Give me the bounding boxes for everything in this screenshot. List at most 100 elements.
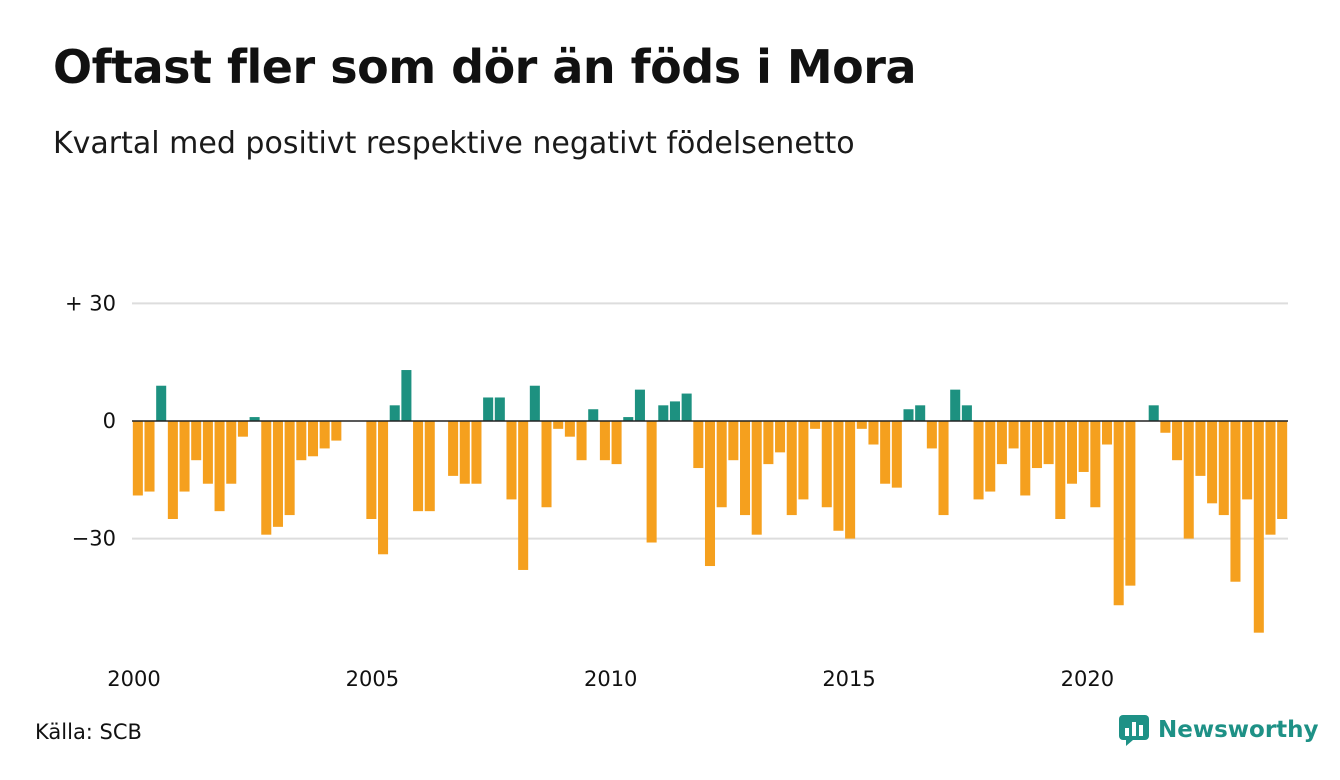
bar-2023-q2 [1218,421,1229,516]
bar-2001-q2 [191,421,202,461]
bar-2018-q2 [985,421,996,492]
bar-2022-q4 [1195,421,1206,476]
bar-2005-q2 [378,421,389,555]
bar-2003-q3 [296,421,307,461]
bar-2016-q1 [880,421,891,484]
bar-2013-q4 [775,421,786,453]
chart-title: Oftast fler som dör än föds i Mora [53,40,917,94]
bar-2001-q1 [179,421,190,492]
bar-2010-q3 [623,417,634,421]
bar-2019-q3 [1043,421,1054,465]
bar-2017-q3 [950,389,961,421]
bar-2019-q2 [1031,421,1042,469]
bar-2016-q2 [891,421,902,488]
bar-2021-q2 [1125,421,1136,586]
bar-2015-q3 [856,421,867,429]
x-tick-label: 2010 [584,667,637,691]
bars [132,370,1288,633]
bar-2006-q2 [424,421,435,512]
bar-2008-q3 [529,385,540,421]
bar-2009-q4 [588,409,599,421]
bar-2011-q1 [646,421,657,543]
bar-2011-q2 [658,405,669,421]
bar-2019-q1 [1020,421,1031,496]
bar-2010-q4 [634,389,645,421]
bar-2012-q2 [704,421,716,567]
x-tick-label: 2000 [107,667,160,691]
bar-2009-q3 [576,421,587,461]
bar-2000-q3 [156,385,167,421]
bar-2013-q2 [751,421,762,535]
bar-2007-q1 [459,421,470,484]
bar-2019-q4 [1055,421,1066,519]
bar-2017-q4 [961,405,972,421]
bar-2018-q1 [973,421,984,500]
y-tick-label: + 30 [65,291,116,315]
brand-name: Newsworthy [1158,717,1319,743]
bar-2005-q1 [366,421,377,519]
bar-2022-q3 [1183,421,1194,539]
chart-subtitle: Kvartal med positivt respektive negativt… [53,126,855,161]
bar-2021-q1 [1113,421,1124,606]
bar-2012-q3 [716,421,727,508]
bar-2023-q1 [1207,421,1218,504]
bar-2014-q1 [786,421,797,516]
bar-2000-q1 [132,421,143,496]
bar-2010-q1 [599,421,610,461]
bar-2018-q4 [1008,421,1019,449]
bar-2013-q3 [763,421,774,465]
newsworthy-icon [1119,715,1149,746]
bar-2024-q2 [1265,421,1276,535]
bar-2022-q2 [1172,421,1183,461]
x-tick-label: 2005 [346,667,399,691]
bar-2010-q2 [611,421,622,465]
bar-2008-q1 [506,421,517,500]
bar-2003-q2 [284,421,295,516]
bar-2009-q2 [564,421,575,437]
bar-2021-q4 [1148,405,1159,421]
bar-2020-q3 [1090,421,1101,508]
bar-2020-q4 [1101,421,1113,445]
bar-2006-q4 [448,421,459,476]
bar-2014-q3 [810,421,821,429]
bar-2008-q4 [541,421,552,508]
bar-2012-q1 [693,421,704,469]
bar-2020-q2 [1078,421,1089,472]
bar-2023-q4 [1242,421,1253,500]
bar-2024-q1 [1253,421,1264,633]
bar-2007-q3 [483,397,494,421]
bar-2008-q2 [518,421,529,570]
bar-2014-q2 [798,421,809,500]
brand-logo: Newsworthy [1118,714,1319,746]
bar-2004-q2 [331,421,342,441]
bar-2003-q1 [272,421,283,527]
bar-2007-q4 [494,397,505,421]
bar-2014-q4 [821,421,832,508]
x-axis-ticks: 2000 2005 2010 2015 2020 [107,667,1114,691]
bar-2016-q4 [915,405,926,421]
bar-2015-q2 [845,421,856,539]
y-tick-label: −30 [72,527,116,551]
bar-2000-q4 [167,421,178,519]
bar-2017-q2 [938,421,949,516]
bar-2022-q1 [1160,421,1171,433]
bar-2002-q4 [261,421,272,535]
bar-2002-q3 [249,417,260,421]
bar-2001-q3 [202,421,213,484]
bar-2006-q1 [413,421,424,512]
y-tick-label: 0 [103,409,116,433]
bar-2002-q1 [226,421,237,484]
y-axis-ticks: + 30 0 −30 [65,291,116,550]
bar-2011-q4 [681,393,692,421]
bar-2012-q4 [728,421,739,461]
bar-2017-q1 [926,421,937,449]
bar-2007-q2 [471,421,482,484]
bar-2005-q3 [389,405,400,421]
bar-2013-q1 [740,421,751,516]
source-label: Källa: SCB [35,720,142,744]
x-tick-label: 2015 [822,667,875,691]
bar-2001-q4 [214,421,225,512]
bar-2016-q3 [903,409,914,421]
bar-2004-q1 [319,421,330,449]
